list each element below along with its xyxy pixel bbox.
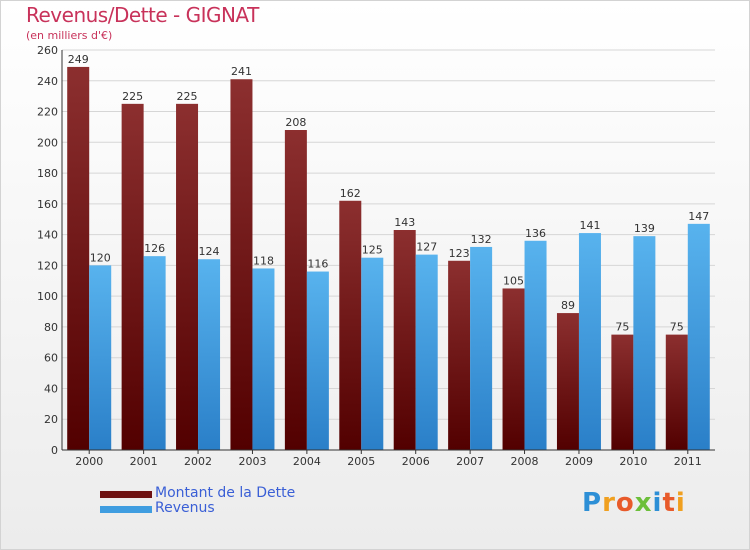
- logo-letter: t: [662, 488, 676, 518]
- y-tick-label: 140: [37, 229, 58, 242]
- data-label-dette: 208: [285, 116, 306, 129]
- data-label-revenus: 120: [90, 251, 111, 264]
- x-tick-label: 2001: [130, 455, 158, 468]
- bar-dette: [230, 79, 253, 450]
- data-label-dette: 89: [561, 299, 575, 312]
- bar-revenus: [687, 223, 710, 450]
- bar-revenus: [361, 257, 384, 450]
- x-tick-label: 2011: [674, 455, 702, 468]
- bar-dette: [665, 334, 688, 450]
- bar-dette: [121, 103, 144, 450]
- x-tick-label: 2008: [511, 455, 539, 468]
- chart-title: Revenus/Dette - GIGNAT: [26, 3, 259, 27]
- data-label-dette: 105: [503, 274, 524, 287]
- bar-revenus: [470, 246, 493, 450]
- bar-revenus: [89, 265, 112, 450]
- y-tick-label: 200: [37, 136, 58, 149]
- legend-swatch-revenus: [100, 506, 152, 513]
- bar-revenus: [306, 271, 329, 450]
- data-label-revenus: 132: [471, 233, 492, 246]
- data-label-dette: 225: [177, 90, 198, 103]
- data-label-dette: 249: [68, 53, 89, 66]
- data-label-revenus: 141: [579, 219, 600, 232]
- data-label-dette: 75: [670, 321, 684, 334]
- bar-revenus: [252, 268, 275, 450]
- y-tick-label: 240: [37, 75, 58, 88]
- bar-dette: [393, 230, 416, 450]
- bar-revenus: [578, 233, 601, 450]
- y-tick-label: 80: [44, 321, 58, 334]
- x-tick-label: 2009: [565, 455, 593, 468]
- data-label-dette: 143: [394, 216, 415, 229]
- y-tick-label: 120: [37, 259, 58, 272]
- data-label-dette: 75: [615, 321, 629, 334]
- y-tick-label: 260: [37, 44, 58, 57]
- bar-dette: [448, 260, 471, 450]
- bar-revenus: [633, 236, 656, 450]
- bar-revenus: [198, 259, 221, 450]
- x-tick-label: 2003: [238, 455, 266, 468]
- y-tick-label: 0: [51, 444, 58, 457]
- data-label-revenus: 118: [253, 254, 274, 267]
- data-label-revenus: 147: [688, 210, 709, 223]
- bar-dette: [339, 200, 362, 450]
- legend-label-dette: Montant de la Dette: [155, 485, 296, 501]
- legend-label-revenus: Revenus: [155, 500, 215, 516]
- data-label-dette: 162: [340, 187, 361, 200]
- y-tick-label: 60: [44, 352, 58, 365]
- data-label-dette: 123: [449, 247, 470, 260]
- logo-letter: o: [615, 488, 635, 518]
- bar-dette: [502, 288, 525, 450]
- bar-dette: [611, 334, 634, 450]
- logo-letter: i: [652, 488, 663, 518]
- data-label-revenus: 124: [199, 245, 220, 258]
- legend-swatch-dette: [100, 491, 152, 498]
- data-label-revenus: 136: [525, 227, 546, 240]
- x-tick-label: 2004: [293, 455, 321, 468]
- proxiti-logo: Proxiti: [582, 488, 686, 518]
- data-label-dette: 225: [122, 90, 143, 103]
- data-label-revenus: 125: [362, 244, 383, 257]
- x-tick-label: 2000: [75, 455, 103, 468]
- y-tick-label: 220: [37, 106, 58, 119]
- data-label-revenus: 116: [307, 258, 328, 271]
- y-tick-label: 40: [44, 382, 58, 395]
- bars: 2491202251262251242411182081161621251431…: [67, 53, 710, 450]
- axes: 0 20 40 60 80 100 120 140 160 180 200 220 240 260 2000…: [37, 44, 715, 468]
- bar-dette: [67, 66, 90, 450]
- x-tick-label: 2005: [347, 455, 375, 468]
- x-tick-label: 2010: [619, 455, 647, 468]
- logo-letter: P: [582, 488, 603, 518]
- bar-dette: [556, 313, 579, 450]
- grid-lines: [62, 49, 715, 451]
- y-tick-label: 20: [44, 413, 58, 426]
- x-tick-label: 2006: [402, 455, 430, 468]
- bar-dette: [284, 130, 307, 450]
- bar-dette: [176, 103, 199, 450]
- bar-revenus: [524, 240, 547, 450]
- y-tick-label: 100: [37, 290, 58, 303]
- chart-subtitle: (en milliers d'€): [26, 29, 113, 42]
- logo-letter: i: [675, 488, 686, 518]
- bar-revenus: [143, 256, 166, 450]
- data-label-dette: 241: [231, 65, 252, 78]
- logo-letter: x: [634, 488, 653, 518]
- x-tick-label: 2002: [184, 455, 212, 468]
- y-tick-label: 180: [37, 167, 58, 180]
- logo-letter: r: [602, 488, 616, 518]
- data-label-revenus: 139: [634, 222, 655, 235]
- data-label-revenus: 127: [416, 241, 437, 254]
- x-tick-label: 2007: [456, 455, 484, 468]
- y-tick-label: 160: [37, 198, 58, 211]
- data-label-revenus: 126: [144, 242, 165, 255]
- bar-revenus: [415, 254, 438, 450]
